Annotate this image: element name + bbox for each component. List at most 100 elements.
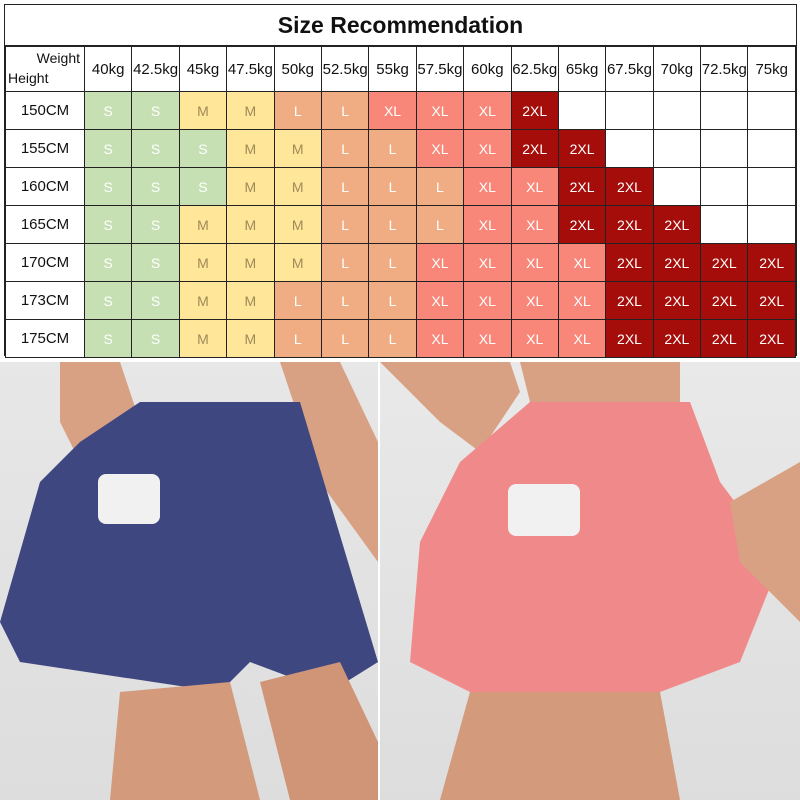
size-cell: L (320, 205, 370, 244)
size-cell: XL (463, 129, 512, 168)
size-cell: L (273, 91, 322, 130)
size-cell (700, 129, 749, 168)
size-cell (652, 167, 702, 206)
size-cell (700, 167, 749, 206)
size-cell: XL (557, 281, 607, 320)
size-cell: S (83, 91, 133, 130)
size-cell: 2XL (747, 281, 796, 320)
size-cell: S (131, 167, 180, 206)
size-cell: M (178, 243, 228, 282)
table-row: 170CM S S M M M L L XL XL XL XL 2XL 2XL 2XL 2XL (5, 243, 796, 282)
size-cell: S (131, 281, 180, 320)
weight-header: 47.5kg (226, 46, 275, 92)
size-chart: Size Recommendation Weight Height 40kg 42.5… (4, 4, 797, 358)
size-cell (747, 91, 796, 130)
size-cell: XL (463, 281, 512, 320)
table-row: 155CM S S S M M L L XL XL 2XL 2XL (5, 129, 796, 168)
height-cell: 150CM (5, 91, 85, 130)
size-cell: 2XL (652, 281, 702, 320)
size-cell: 2XL (510, 129, 559, 168)
size-cell: 2XL (510, 91, 559, 130)
size-cell: S (178, 129, 228, 168)
size-cell: M (273, 129, 322, 168)
size-cell: L (368, 205, 417, 244)
size-cell: S (83, 243, 133, 282)
size-cell: XL (463, 319, 512, 358)
size-cell: S (131, 91, 180, 130)
size-cell: L (415, 167, 465, 206)
size-cell: S (131, 319, 180, 358)
size-cell: S (83, 205, 133, 244)
weight-header: 42.5kg (131, 46, 180, 92)
weight-header: 72.5kg (700, 46, 749, 92)
size-cell: L (368, 243, 417, 282)
weight-header: 55kg (368, 46, 417, 92)
size-cell: S (131, 243, 180, 282)
table-row: 150CM S S M M L L XL XL XL 2XL (5, 91, 796, 130)
product-photos (0, 362, 800, 800)
size-cell: XL (510, 205, 559, 244)
size-cell: XL (557, 319, 607, 358)
size-cell: 2XL (700, 243, 749, 282)
weight-header: 45kg (178, 46, 228, 92)
size-cell: 2XL (605, 243, 654, 282)
weight-header: 70kg (652, 46, 702, 92)
size-cell (652, 129, 702, 168)
size-cell: 2XL (605, 319, 654, 358)
size-cell (747, 205, 796, 244)
size-cell: XL (510, 281, 559, 320)
height-cell: 155CM (5, 129, 85, 168)
size-cell: 2XL (557, 167, 607, 206)
size-cell: XL (415, 129, 465, 168)
size-cell: L (273, 319, 322, 358)
size-cell: XL (463, 91, 512, 130)
size-cell: XL (557, 243, 607, 282)
size-cell: S (83, 167, 133, 206)
table-row: 175CM S S M M L L L XL XL XL XL 2XL 2XL 2XL 2XL (5, 319, 796, 358)
weight-header: 75kg (747, 46, 796, 92)
size-cell: M (226, 281, 275, 320)
size-cell: M (178, 91, 228, 130)
height-cell: 165CM (5, 205, 85, 244)
size-cell: 2XL (747, 319, 796, 358)
weight-header: 40kg (83, 46, 133, 92)
height-label: Height (8, 70, 49, 86)
size-cell: L (368, 319, 417, 358)
size-cell: L (320, 243, 370, 282)
size-cell: L (320, 319, 370, 358)
size-cell: M (226, 167, 275, 206)
height-cell: 173CM (5, 281, 85, 320)
size-cell: 2XL (557, 205, 607, 244)
size-cell: L (368, 167, 417, 206)
table-row: 165CM S S M M M L L L XL XL 2XL 2XL 2XL (5, 205, 796, 244)
size-cell (700, 91, 749, 130)
size-cell: XL (368, 91, 417, 130)
size-cell: L (273, 281, 322, 320)
height-cell: 175CM (5, 319, 85, 358)
size-cell: L (320, 167, 370, 206)
weight-header: 62.5kg (510, 46, 559, 92)
height-cell: 160CM (5, 167, 85, 206)
size-cell: 2XL (652, 205, 702, 244)
size-cell (652, 91, 702, 130)
corner-cell: Weight Height (5, 46, 85, 92)
size-cell: M (226, 243, 275, 282)
size-cell: XL (510, 243, 559, 282)
size-cell: 2XL (747, 243, 796, 282)
size-cell: 2XL (605, 281, 654, 320)
size-cell: XL (415, 319, 465, 358)
size-cell: L (368, 281, 417, 320)
size-cell (557, 91, 607, 130)
size-cell: M (178, 281, 228, 320)
size-cell (747, 167, 796, 206)
weight-header: 52.5kg (320, 46, 370, 92)
size-cell: S (178, 167, 228, 206)
size-cell (605, 129, 654, 168)
size-cell: L (415, 205, 465, 244)
size-cell: L (368, 129, 417, 168)
table-row: 160CM S S S M M L L L XL XL 2XL 2XL (5, 167, 796, 206)
weight-label: Weight (36, 50, 80, 66)
size-cell: XL (415, 91, 465, 130)
size-cell: 2XL (605, 205, 654, 244)
size-cell: S (83, 319, 133, 358)
